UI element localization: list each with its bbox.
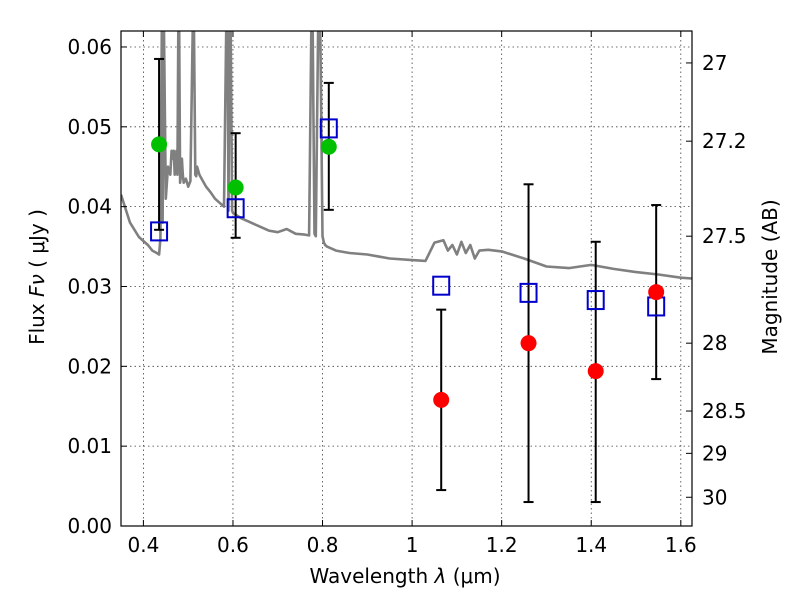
data-points <box>150 57 666 504</box>
green-flux-point <box>227 179 244 196</box>
x-tick-label: 0.8 <box>307 533 339 557</box>
y-tick-label: 0.00 <box>67 514 112 538</box>
spectrum-line <box>121 31 692 280</box>
y-tick-label: 0.06 <box>67 35 112 59</box>
model-flux-square <box>519 282 538 303</box>
magnitude-tick-label: 27.5 <box>702 224 747 248</box>
green-flux-point <box>320 138 337 155</box>
axis-ticks: 0.4 0.6 0.8 1 1.2 1.4 1.6 0.00 0.01 0.02 0.03 0.04 0… <box>67 31 747 557</box>
x-axis-label-unit: (μm) <box>453 564 501 588</box>
red-flux-point <box>520 335 537 352</box>
x-axis-label: Wavelength λ (μm) <box>309 564 500 588</box>
y-tick-label: 0.02 <box>67 354 112 378</box>
red-flux-point <box>587 363 604 380</box>
y-axis-label-prefix: Flux <box>25 303 49 345</box>
y-tick-label: 0.01 <box>67 434 112 458</box>
magnitude-tick-label: 28 <box>702 331 727 355</box>
x-tick-label: 1.4 <box>575 533 607 557</box>
model-flux-square <box>150 221 169 242</box>
red-flux-point <box>648 284 665 301</box>
red-flux-point <box>433 391 450 408</box>
y-tick-label: 0.03 <box>67 274 112 298</box>
magnitude-tick-label: 28.5 <box>702 399 747 423</box>
grid-lines <box>121 31 692 527</box>
y-tick-label: 0.05 <box>67 115 112 139</box>
magnitude-tick-label: 27 <box>702 51 727 75</box>
x-tick-label: 1.2 <box>486 533 518 557</box>
x-axis-label-prefix: Wavelength <box>309 564 428 588</box>
x-axis-label-symbol: λ <box>434 564 447 588</box>
model-flux-square <box>586 290 605 311</box>
y-axis-label-left: Flux Fν ( μJy ) <box>25 209 49 345</box>
model-spectrum <box>121 31 692 280</box>
magnitude-tick-label: 29 <box>702 441 727 465</box>
magnitude-tick-label: 30 <box>702 485 727 509</box>
magnitude-tick-label: 27.2 <box>702 129 747 153</box>
y-axis-label-unit: ( μJy ) <box>25 209 49 268</box>
x-tick-label: 1 <box>406 533 419 557</box>
y-tick-label: 0.04 <box>67 195 112 219</box>
plot-frame <box>120 30 693 527</box>
model-flux-square <box>319 118 338 139</box>
y-axis-label-symbol: Fν <box>25 274 49 297</box>
x-tick-label: 0.4 <box>127 533 159 557</box>
x-tick-label: 0.6 <box>217 533 249 557</box>
green-flux-point <box>151 136 168 153</box>
model-flux-square <box>432 275 451 296</box>
x-tick-label: 1.6 <box>665 533 697 557</box>
y-axis-label-right: Magnitude (AB) <box>758 199 782 354</box>
model-flux-square <box>226 198 245 219</box>
